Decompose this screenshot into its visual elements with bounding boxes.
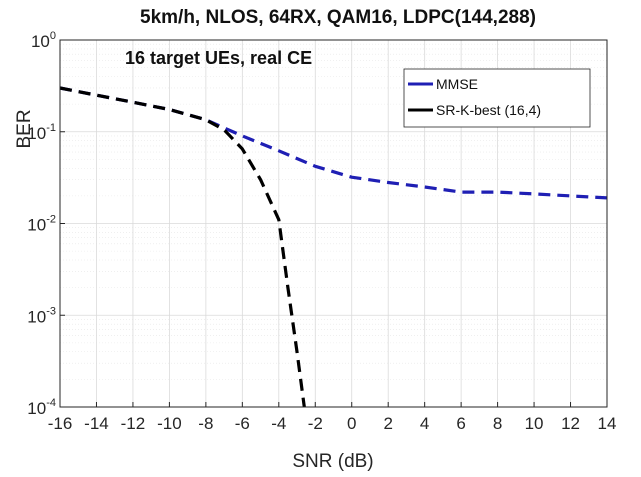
x-tick-label: 12 bbox=[561, 414, 580, 433]
legend-label-mmse: MMSE bbox=[436, 76, 478, 92]
series-layer bbox=[59, 86, 608, 408]
x-tick-label: -10 bbox=[157, 414, 182, 433]
x-tick-label: 6 bbox=[456, 414, 465, 433]
y-tick-label: 10-3 bbox=[27, 305, 56, 326]
y-tick-label: 100 bbox=[31, 30, 56, 51]
x-tick-label: -12 bbox=[121, 414, 146, 433]
y-axis-label: BER bbox=[14, 109, 35, 148]
legend: MMSE SR-K-best (16,4) bbox=[403, 68, 591, 128]
x-axis-label: SNR (dB) bbox=[292, 451, 373, 472]
x-tick-label: -4 bbox=[271, 414, 286, 433]
x-tick-label: 0 bbox=[347, 414, 356, 433]
y-tick-label: 10-1 bbox=[27, 122, 56, 143]
annotation-text: 16 target UEs, real CE bbox=[125, 48, 312, 68]
legend-box bbox=[403, 68, 591, 128]
x-tick-label: 2 bbox=[383, 414, 392, 433]
x-tick-label: 10 bbox=[525, 414, 544, 433]
x-tick-label: -6 bbox=[235, 414, 250, 433]
x-tick-label: 4 bbox=[420, 414, 429, 433]
series-line-mmse bbox=[59, 86, 608, 200]
x-tick-label: 8 bbox=[493, 414, 502, 433]
y-tick-label: 10-4 bbox=[27, 397, 56, 418]
x-tick-label: -16 bbox=[48, 414, 73, 433]
tick-layer: -16 -14 -12 -10 -8 -6 -4 -2 0 2 4 6 8 10 12 14 100 10-1 10… bbox=[27, 30, 616, 433]
x-tick-label: -14 bbox=[84, 414, 109, 433]
series-line-sr-k-best-16-4 bbox=[59, 86, 306, 408]
x-tick-label: -8 bbox=[198, 414, 213, 433]
y-tick-label: 10-2 bbox=[27, 214, 56, 235]
legend-label-sr-k-best: SR-K-best (16,4) bbox=[436, 102, 541, 118]
x-tick-label: -2 bbox=[308, 414, 323, 433]
x-tick-label: 14 bbox=[598, 414, 617, 433]
chart-title: 5km/h, NLOS, 64RX, QAM16, LDPC(144,288) bbox=[140, 7, 536, 28]
